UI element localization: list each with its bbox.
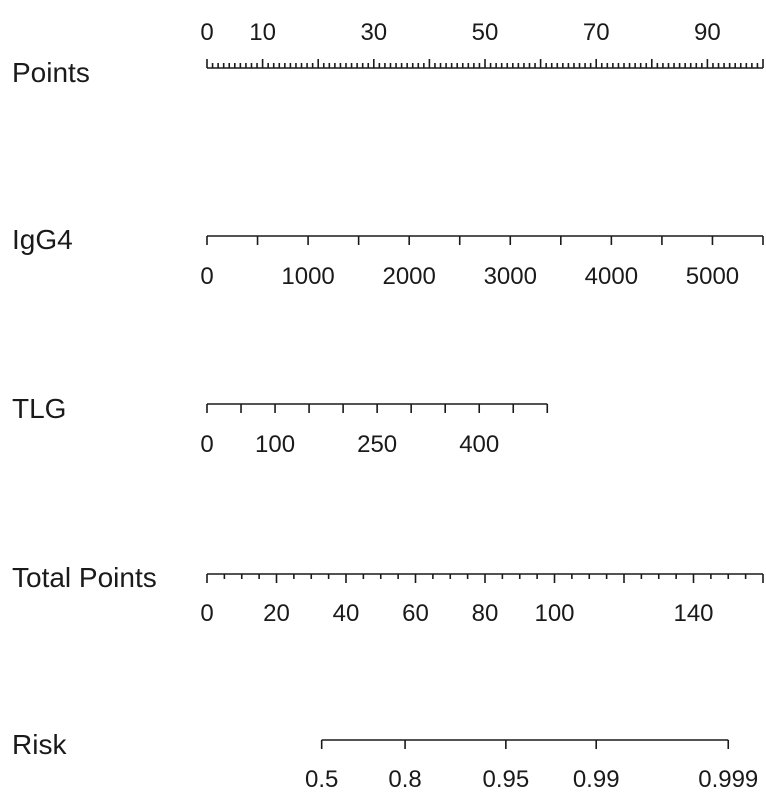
- tlg-tick-label: 100: [255, 431, 295, 458]
- total-points-tick-label: 80: [472, 600, 499, 627]
- row-label-risk: Risk: [12, 729, 67, 760]
- igg4-tick-label: 0: [200, 263, 213, 290]
- igg4-tick-label: 4000: [585, 263, 638, 290]
- points-tick-label: 50: [472, 19, 499, 46]
- total-points-tick-label: 60: [402, 600, 429, 627]
- total-points-tick-label: 20: [263, 600, 290, 627]
- igg4-tick-label: 1000: [281, 263, 334, 290]
- points-tick-label: 30: [360, 19, 387, 46]
- risk-tick-label: 0.95: [482, 766, 529, 793]
- row-label-total-points: Total Points: [12, 562, 157, 593]
- row-label-tlg: TLG: [12, 393, 66, 424]
- total-points-tick-label: 100: [534, 600, 574, 627]
- risk-tick-label: 0.999: [698, 766, 758, 793]
- points-tick-label: 90: [694, 19, 721, 46]
- risk-tick-label: 0.99: [573, 766, 620, 793]
- points-tick-label: 10: [249, 19, 276, 46]
- total-points-tick-label: 140: [673, 600, 713, 627]
- row-label-points: Points: [12, 57, 90, 88]
- tlg-tick-label: 250: [357, 431, 397, 458]
- row-label-igg4: IgG4: [12, 224, 73, 255]
- tlg-tick-label: 0: [200, 431, 213, 458]
- total-points-tick-label: 40: [333, 600, 360, 627]
- total-points-tick-label: 0: [200, 600, 213, 627]
- igg4-tick-label: 5000: [686, 263, 739, 290]
- points-tick-label: 0: [200, 19, 213, 46]
- igg4-tick-label: 2000: [382, 263, 435, 290]
- tlg-tick-label: 400: [459, 431, 499, 458]
- risk-tick-label: 0.8: [388, 766, 421, 793]
- igg4-tick-label: 3000: [484, 263, 537, 290]
- risk-tick-label: 0.5: [305, 766, 338, 793]
- points-tick-label: 70: [583, 19, 610, 46]
